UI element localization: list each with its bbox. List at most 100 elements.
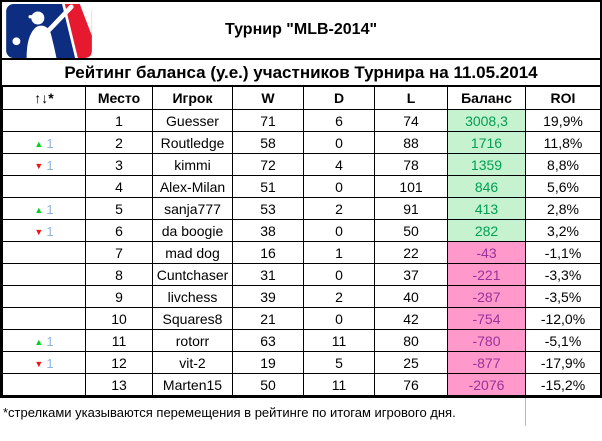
move-count: 1 [46,135,54,151]
wins-cell: 63 [232,329,304,352]
table-row: ▲ 1 5 sanja777 53 2 91 413 2,8% [2,197,601,220]
draws-cell: 0 [303,175,375,198]
wins-cell: 58 [232,131,304,154]
draws-cell: 2 [303,197,375,220]
roi-cell: -1,1% [525,241,601,264]
losses-cell: 78 [374,153,448,176]
down-arrow-icon: ▼ [34,358,44,369]
draws-cell: 11 [303,373,375,396]
wins-cell: 21 [232,307,304,330]
place-cell: 13 [85,373,153,396]
mlb-logo-icon [6,4,92,58]
move-count: 1 [46,355,54,371]
table-row: 8 Cuntchaser 31 0 37 -221 -3,3% [2,263,601,286]
losses-cell: 74 [374,109,448,132]
place-cell: 3 [85,153,153,176]
draws-cell: 4 [303,153,375,176]
place-cell: 1 [85,109,153,132]
roi-cell: -3,3% [525,263,601,286]
roi-cell: 5,6% [525,175,601,198]
roi-cell: 19,9% [525,109,601,132]
wins-cell: 31 [232,263,304,286]
player-cell: mad dog [152,241,233,264]
place-cell: 6 [85,219,153,242]
banner: Турнир "MLB-2014" [2,2,600,60]
header-wins: W [232,86,304,110]
player-cell: sanja777 [152,197,233,220]
wins-cell: 16 [232,241,304,264]
table-row: 1 Guesser 71 6 74 3008,3 19,9% [2,109,601,132]
balance-cell: -780 [447,329,526,352]
table-row: ▲ 1 2 Routledge 58 0 88 1716 11,8% [2,131,601,154]
balance-cell: 282 [447,219,526,242]
player-cell: kimmi [152,153,233,176]
player-cell: Routledge [152,131,233,154]
draws-cell: 11 [303,329,375,352]
move-cell: ▼ 1 [2,153,86,176]
balance-cell: 846 [447,175,526,198]
losses-cell: 91 [374,197,448,220]
balance-cell: 1716 [447,131,526,154]
place-cell: 7 [85,241,153,264]
draws-cell: 6 [303,109,375,132]
move-cell: ▲ 1 [2,131,86,154]
losses-cell: 101 [374,175,448,198]
wins-cell: 39 [232,285,304,308]
losses-cell: 22 [374,241,448,264]
place-cell: 10 [85,307,153,330]
table-row: 7 mad dog 16 1 22 -43 -1,1% [2,241,601,264]
move-cell [2,307,86,330]
header-draws: D [303,86,375,110]
wins-cell: 51 [232,175,304,198]
losses-cell: 40 [374,285,448,308]
place-cell: 4 [85,175,153,198]
table-row: 4 Alex-Milan 51 0 101 846 5,6% [2,175,601,198]
balance-cell: 1359 [447,153,526,176]
player-cell: livchess [152,285,233,308]
footnote-gridline [525,398,526,426]
table-row: ▼ 1 3 kimmi 72 4 78 1359 8,8% [2,153,601,176]
place-cell: 12 [85,351,153,374]
header-player: Игрок [152,86,233,110]
move-count: 1 [46,157,54,173]
wins-cell: 53 [232,197,304,220]
move-count: 1 [46,223,54,239]
player-cell: vit-2 [152,351,233,374]
wins-cell: 19 [232,351,304,374]
place-cell: 8 [85,263,153,286]
draws-cell: 0 [303,219,375,242]
draws-cell: 2 [303,285,375,308]
player-cell: Alex-Milan [152,175,233,198]
roi-cell: -15,2% [525,373,601,396]
rating-table-frame: Турнир "MLB-2014" Рейтинг баланса (у.е.)… [0,0,602,398]
roi-cell: -17,9% [525,351,601,374]
roi-cell: -5,1% [525,329,601,352]
balance-cell: -43 [447,241,526,264]
move-cell [2,109,86,132]
wins-cell: 38 [232,219,304,242]
rating-subtitle: Рейтинг баланса (у.е.) участников Турнир… [2,60,600,86]
table-row: ▲ 1 11 rotorr 63 11 80 -780 -5,1% [2,329,601,352]
balance-cell: -287 [447,285,526,308]
move-count: 1 [46,201,54,217]
balance-cell: -221 [447,263,526,286]
move-cell: ▲ 1 [2,329,86,352]
place-cell: 9 [85,285,153,308]
table-row: 9 livchess 39 2 40 -287 -3,5% [2,285,601,308]
table-row: ▼ 1 6 da boogie 38 0 50 282 3,2% [2,219,601,242]
up-arrow-icon: ▲ [34,204,44,215]
balance-cell: -754 [447,307,526,330]
player-cell: Marten15 [152,373,233,396]
draws-cell: 1 [303,241,375,264]
roi-cell: -12,0% [525,307,601,330]
place-cell: 11 [85,329,153,352]
down-arrow-icon: ▼ [34,160,44,171]
header-place: Место [85,86,153,110]
move-cell: ▼ 1 [2,219,86,242]
up-arrow-icon: ▲ [34,138,44,149]
footnote-text: *стрелками указываются перемещения в рей… [3,404,456,420]
roi-cell: 3,2% [525,219,601,242]
header-move: ↑↓* [2,86,86,110]
roi-cell: 11,8% [525,131,601,154]
